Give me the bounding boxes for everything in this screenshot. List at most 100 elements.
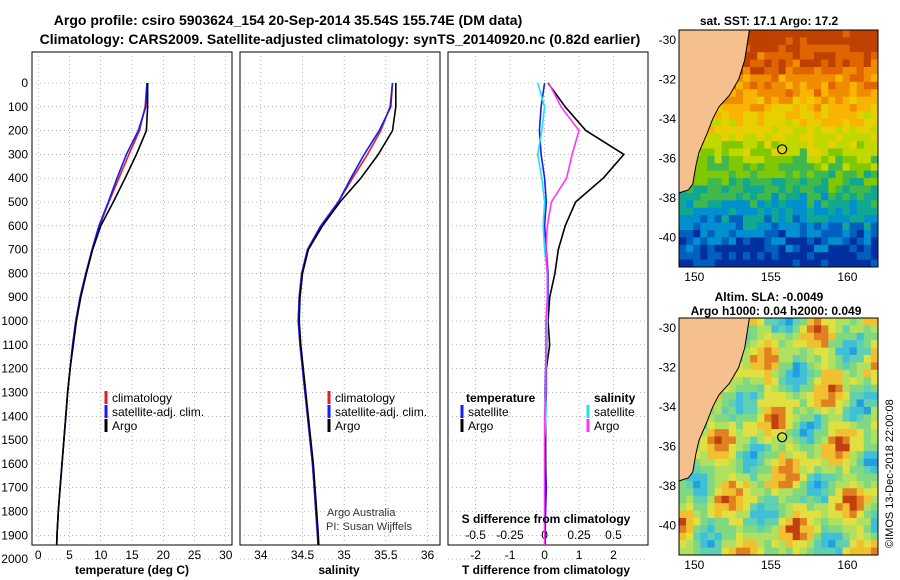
map-cell bbox=[735, 503, 744, 512]
map-cell bbox=[863, 340, 872, 349]
map-cell bbox=[728, 141, 737, 150]
map-cell bbox=[835, 406, 844, 415]
map-cell bbox=[764, 215, 772, 224]
map-cell bbox=[771, 436, 780, 445]
map-cell bbox=[849, 111, 858, 120]
map-cell bbox=[821, 163, 829, 172]
map-cell bbox=[764, 244, 772, 253]
map-cell bbox=[821, 59, 829, 68]
map-cell bbox=[764, 207, 772, 216]
map-cell bbox=[842, 155, 851, 164]
map-cell bbox=[799, 436, 808, 445]
map-cell bbox=[814, 547, 822, 555]
map-cell bbox=[863, 421, 872, 430]
map-cell bbox=[785, 104, 794, 113]
lat-tick-label: -40 bbox=[659, 230, 677, 244]
map-cell bbox=[714, 406, 723, 415]
lat-tick-label: -34 bbox=[659, 400, 677, 414]
map-cell bbox=[828, 52, 836, 61]
map-cell bbox=[814, 451, 822, 460]
map-cell bbox=[863, 67, 872, 75]
x-tick-label: 10 bbox=[94, 548, 108, 562]
map-cell bbox=[806, 332, 815, 341]
map-cell bbox=[828, 104, 836, 113]
map-cell bbox=[821, 207, 829, 216]
map-cell bbox=[771, 466, 780, 475]
x-tick-label: 0 bbox=[541, 548, 548, 562]
lat-tick-label: -30 bbox=[659, 33, 677, 47]
map-cell bbox=[863, 259, 872, 267]
map-cell bbox=[764, 532, 772, 541]
map-cell bbox=[764, 59, 772, 68]
map-cell bbox=[821, 429, 829, 438]
map-cell bbox=[743, 362, 751, 371]
map-cell bbox=[799, 37, 808, 46]
map-cell bbox=[863, 532, 872, 541]
map-cell bbox=[835, 332, 844, 341]
map-cell bbox=[743, 369, 751, 378]
sst-map-axis-ticks: 150 155 160-30-32-34-36-38-40 bbox=[659, 33, 858, 284]
map-cell bbox=[835, 170, 844, 179]
map-cell bbox=[863, 510, 872, 519]
map-cell bbox=[792, 451, 801, 460]
map-cell bbox=[806, 503, 815, 512]
map-cell bbox=[764, 525, 772, 534]
map-cell bbox=[799, 503, 808, 512]
map-cell bbox=[750, 332, 758, 341]
map-cell bbox=[778, 458, 787, 467]
map-cell bbox=[821, 451, 829, 460]
map-cell bbox=[828, 414, 836, 423]
map-cell bbox=[785, 429, 794, 438]
map-cell bbox=[870, 347, 878, 356]
map-cell bbox=[828, 230, 836, 238]
sst-map-title: sat. SST: 17.1 Argo: 17.2 bbox=[700, 14, 839, 28]
map-cell bbox=[828, 44, 836, 53]
map-cell bbox=[785, 406, 794, 415]
map-cell bbox=[792, 59, 801, 68]
map-cell bbox=[870, 340, 878, 349]
map-cell bbox=[835, 436, 844, 445]
map-cell bbox=[842, 170, 851, 179]
map-cell bbox=[785, 215, 794, 224]
map-cell bbox=[764, 495, 772, 504]
map-cell bbox=[870, 111, 878, 120]
map-cell bbox=[870, 392, 878, 401]
map-cell bbox=[792, 362, 801, 371]
map-cell bbox=[721, 458, 730, 467]
map-cell bbox=[721, 163, 730, 172]
map-cell bbox=[771, 510, 780, 519]
map-cell bbox=[806, 362, 815, 371]
map-cell bbox=[721, 252, 730, 261]
depth-tick-label: 400 bbox=[8, 171, 28, 185]
x-tick-label: 0 bbox=[35, 548, 42, 562]
sla-map bbox=[679, 318, 878, 555]
imos-credit: ©IMOS 13-Dec-2018 22:00:08 bbox=[884, 399, 896, 548]
map-cell bbox=[721, 215, 730, 224]
map-cell bbox=[814, 192, 822, 201]
depth-tick-label: 1000 bbox=[1, 314, 28, 328]
map-cell bbox=[771, 525, 780, 534]
map-cell bbox=[721, 392, 730, 401]
map-cell bbox=[764, 74, 772, 83]
map-cell bbox=[814, 443, 822, 452]
map-cell bbox=[700, 207, 708, 216]
map-cell bbox=[778, 362, 787, 371]
map-cell bbox=[828, 207, 836, 216]
map-cell bbox=[743, 252, 751, 261]
map-cell bbox=[750, 532, 758, 541]
map-cell bbox=[764, 111, 772, 120]
map-cell bbox=[750, 421, 758, 430]
map-cell bbox=[863, 355, 872, 363]
map-cell bbox=[728, 200, 737, 209]
map-cell bbox=[728, 510, 737, 519]
map-cell bbox=[700, 547, 708, 555]
map-cell bbox=[771, 369, 780, 378]
depth-tick-label: 1300 bbox=[1, 385, 28, 399]
map-cell bbox=[828, 384, 836, 393]
map-cell bbox=[792, 443, 801, 452]
map-cell bbox=[806, 473, 815, 482]
map-cell bbox=[863, 37, 872, 46]
map-cell bbox=[757, 325, 765, 334]
map-cell bbox=[806, 215, 815, 224]
map-cell bbox=[856, 369, 865, 378]
